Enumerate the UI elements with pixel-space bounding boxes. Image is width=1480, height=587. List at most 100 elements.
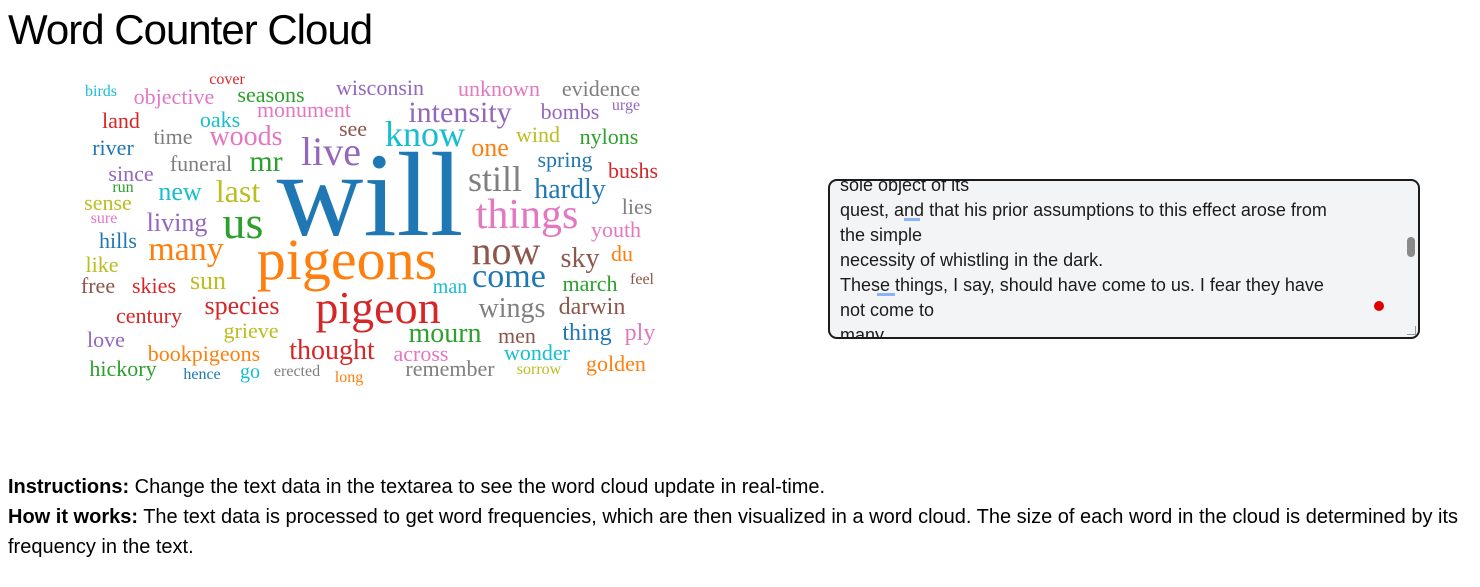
cloud-word: remember — [405, 356, 495, 381]
cloud-word: sorrow — [516, 361, 562, 378]
cloud-word: century — [116, 303, 182, 328]
cloud-word: golden — [586, 351, 646, 376]
cloud-word: sky — [560, 243, 600, 274]
cloud-word: march — [562, 271, 618, 296]
info-section: Instructions: Change the text data in th… — [8, 472, 1468, 562]
cloud-word: objective — [133, 84, 215, 109]
textarea-text[interactable]: sole object of its quest, and that his pr… — [840, 179, 1400, 339]
textarea-scrollbar-thumb[interactable] — [1407, 237, 1415, 257]
cloud-word: erected — [273, 363, 321, 380]
cloud-word: wind — [516, 122, 560, 147]
how-it-works-text: The text data is processed to get word f… — [8, 506, 1458, 558]
cloud-word: urge — [611, 97, 641, 114]
textarea-line: necessity of whistling in the dark. — [840, 250, 1104, 270]
cloud-word: wisconsin — [336, 75, 424, 100]
cloud-word: birds — [85, 83, 117, 100]
textarea-line: sole object of its — [840, 179, 970, 195]
cloud-word: hickory — [89, 356, 157, 381]
cloud-word: since — [108, 161, 154, 186]
cloud-word: new — [158, 177, 202, 206]
cloud-word: sun — [189, 266, 227, 295]
cloud-word: thought — [289, 335, 375, 366]
cloud-word: like — [85, 252, 119, 277]
cloud-word: spring — [537, 147, 593, 172]
cloud-word: youth — [590, 217, 642, 242]
cloud-word: long — [334, 369, 364, 386]
textarea-line: the simple — [840, 225, 923, 245]
cloud-word: evidence — [561, 76, 641, 101]
cloud-word: grieve — [223, 318, 279, 343]
how-it-works-label: How it works: — [8, 506, 139, 528]
cloud-word: woods — [209, 121, 283, 152]
cloud-word: monument — [256, 97, 352, 122]
cloud-word: hardly — [534, 174, 606, 205]
instructions-paragraph: Instructions: Change the text data in th… — [8, 472, 1468, 502]
cloud-word: see — [338, 116, 368, 141]
cloud-word: still — [467, 159, 523, 199]
resize-handle[interactable] — [1407, 326, 1416, 335]
page-title: Word Counter Cloud — [8, 6, 373, 53]
cloud-word: hills — [99, 228, 137, 253]
cloud-word: nylons — [579, 124, 639, 149]
cloud-word: ply — [624, 320, 656, 346]
instructions-text: Change the text data in the textarea to … — [129, 476, 826, 498]
spellcheck-mark — [877, 293, 895, 296]
cloud-word: come — [472, 258, 546, 295]
cloud-word: funeral — [169, 151, 233, 176]
textarea-line: many — [840, 325, 885, 339]
cloud-word: us — [222, 197, 264, 248]
cloud-word: live — [301, 129, 361, 174]
cloud-word: living — [146, 208, 208, 237]
cloud-word: free — [80, 273, 116, 298]
cloud-word: run — [112, 179, 134, 196]
textarea-line: not come to — [840, 300, 935, 320]
cloud-word: land — [102, 108, 140, 133]
cloud-word: pigeons — [256, 227, 438, 292]
cloud-word: wings — [478, 293, 546, 324]
spellcheck-mark — [904, 218, 920, 221]
cloud-word: things — [475, 192, 579, 238]
cloud-word: time — [153, 124, 193, 149]
cloud-word: mr — [249, 145, 283, 178]
cloud-word: unknown — [458, 76, 540, 101]
cloud-word: river — [92, 135, 134, 160]
cloud-word: thing — [562, 320, 612, 346]
cloud-word: pigeon — [315, 282, 441, 333]
cloud-word: sense — [84, 190, 132, 215]
instructions-label: Instructions: — [8, 476, 130, 498]
textarea-line: quest, and that his prior assumptions to… — [840, 200, 1327, 220]
cloud-word: species — [204, 291, 280, 320]
cloud-word: mourn — [408, 318, 482, 349]
cloud-word: many — [148, 231, 224, 268]
cloud-word: intensity — [408, 96, 512, 129]
cloud-word: sure — [90, 210, 118, 227]
cloud-word: cover — [209, 71, 245, 88]
how-it-works-paragraph: How it works: The text data is processed… — [8, 502, 1468, 562]
cloud-word: hence — [183, 366, 221, 383]
cloud-word: oaks — [199, 107, 241, 132]
cloud-word: du — [611, 241, 633, 266]
cloud-word: seasons — [237, 82, 305, 107]
cloud-word: skies — [132, 273, 176, 298]
word-cloud: will pigeons pigeon us things now live still kno… — [70, 64, 690, 404]
cursor-dot — [1374, 301, 1384, 311]
cloud-word: bookpigeons — [147, 341, 261, 366]
cloud-word: know — [385, 114, 465, 154]
cloud-word: will — [276, 128, 464, 261]
cloud-word: darwin — [558, 294, 626, 320]
cloud-word: wonder — [504, 340, 570, 365]
cloud-word: one — [471, 133, 509, 162]
textarea-line: These things, I say, should have come to… — [840, 275, 1324, 295]
cloud-word: bombs — [540, 99, 600, 124]
cloud-word: bushs — [607, 158, 659, 183]
cloud-word: go — [240, 361, 260, 383]
cloud-word: last — [215, 173, 261, 209]
cloud-word: feel — [630, 271, 654, 288]
cloud-word: men — [498, 323, 536, 348]
cloud-word: love — [87, 327, 125, 352]
cloud-word: across — [393, 341, 449, 366]
cloud-word: man — [432, 276, 468, 298]
cloud-word: now — [471, 228, 541, 273]
text-input-area[interactable]: sole object of its quest, and that his pr… — [828, 179, 1420, 339]
cloud-word: lies — [621, 194, 653, 219]
